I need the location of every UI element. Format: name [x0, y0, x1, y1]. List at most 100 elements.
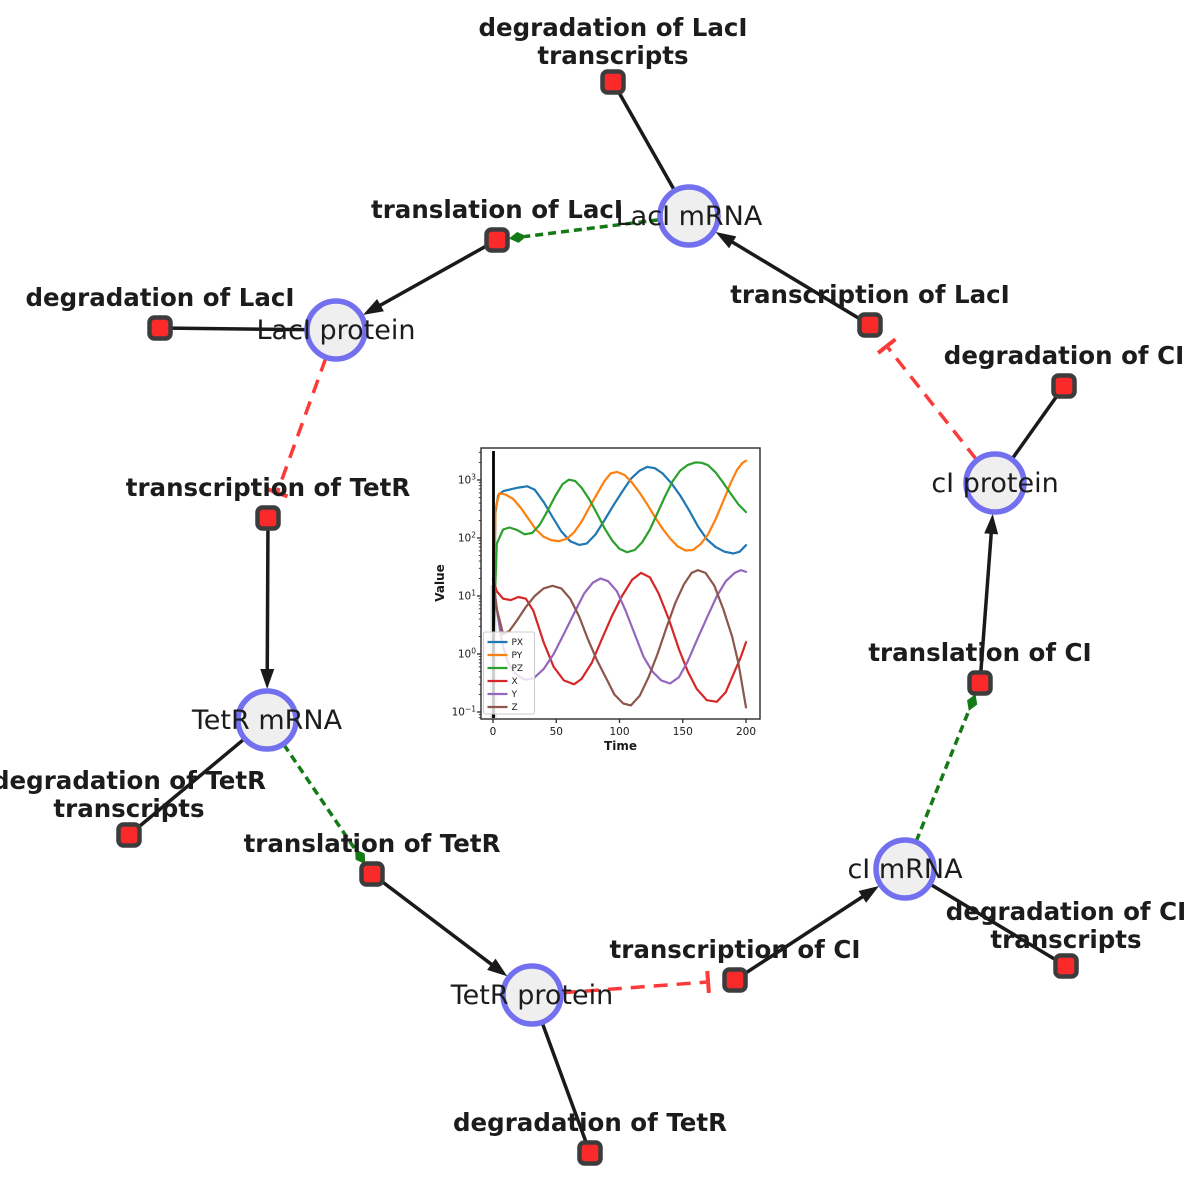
edge-laci_mrna-tl_laci [524, 217, 660, 239]
species-node-laci_mrna[interactable] [657, 184, 721, 248]
reaction-node-deg_tetr_tx[interactable] [116, 822, 142, 848]
reaction-node-deg_ci_tx[interactable] [1053, 953, 1079, 979]
chart-y-axis-label: Value [433, 564, 447, 602]
x-tick-label: 150 [673, 726, 693, 738]
arrowhead-icon [858, 885, 880, 903]
reaction-node-tr_ci[interactable] [722, 967, 748, 993]
legend-box [483, 631, 535, 715]
edges-layer [127, 81, 1067, 1154]
inhibition-tee-icon [266, 486, 289, 499]
reaction-label-tl_ci: translation of CI [868, 638, 1091, 667]
species-node-ci_mrna[interactable] [873, 837, 937, 901]
edge-tr_tetr-tetr_mrna [265, 517, 270, 678]
edge-tetr_mrna-deg_tetr_tx [127, 737, 246, 837]
edge-ci_protein-tr_laci [886, 346, 978, 461]
reaction-node-deg_tetr[interactable] [577, 1140, 603, 1166]
reaction-label-deg_ci: degradation of CI [944, 341, 1184, 370]
inhibition-tee-icon [876, 337, 897, 355]
reaction-label-tl_tetr: translation of TetR [244, 829, 501, 858]
edge-laci_protein-tr_tetr [276, 357, 328, 492]
y-tick-label: 10−1 [452, 705, 477, 719]
edge-laci_protein-deg_laci [159, 326, 307, 332]
reaction-node-tl_laci[interactable] [484, 227, 510, 253]
arrowhead-icon [260, 668, 275, 690]
legend-entry-Z: Z [512, 703, 518, 713]
chart-axes-box [480, 447, 761, 720]
edge-ci_protein-deg_ci [1010, 384, 1066, 460]
edge-tl_tetr-tetr_protein [370, 872, 499, 971]
reaction-label-deg_tetr_tx: transcripts [53, 794, 204, 823]
legend-entry-PX: PX [512, 638, 524, 648]
x-tick-label: 100 [609, 726, 629, 738]
reaction-label-tr_tetr: transcription of TetR [126, 473, 411, 502]
species-label-tetr_mrna: TetR mRNA [191, 705, 343, 736]
edge-tetr_mrna-tl_tetr [282, 743, 358, 852]
edge-tetr_protein-deg_tetr [540, 1022, 592, 1154]
legend-entry-X: X [512, 677, 518, 687]
species-node-tetr_protein[interactable] [500, 963, 564, 1027]
species-label-ci_protein: cI protein [931, 468, 1058, 499]
reaction-label-deg_laci_tx: transcripts [537, 41, 688, 70]
y-tick-label: 100 [458, 647, 476, 661]
reaction-node-tr_tetr[interactable] [255, 505, 281, 531]
nodes-layer [116, 69, 1079, 1166]
legend-entry-PZ: PZ [512, 664, 524, 674]
x-tick-label: 200 [736, 726, 756, 738]
reaction-node-tl_tetr[interactable] [359, 861, 385, 887]
reaction-label-deg_laci: degradation of LacI [25, 283, 294, 312]
modifier-diamond-icon [967, 694, 978, 711]
x-tick-label: 50 [550, 726, 563, 738]
reaction-node-tr_laci[interactable] [857, 312, 883, 338]
inhibition-tee-icon [705, 970, 711, 994]
reaction-label-deg_tetr_tx: degradation of TetR [0, 766, 266, 795]
modifier-diamond-icon [355, 849, 366, 865]
arrowhead-icon [363, 299, 384, 315]
edge-ci_mrna-deg_ci_tx [929, 882, 1067, 968]
reaction-label-deg_ci_tx: degradation of CI [946, 897, 1186, 926]
modifier-diamond-icon [508, 231, 527, 243]
series-line-PX [491, 465, 748, 656]
y-tick-label: 102 [458, 531, 476, 545]
reaction-label-tr_laci: transcription of LacI [730, 280, 1010, 309]
edge-tl_laci-laci_protein [372, 238, 498, 311]
series-line-X [491, 571, 748, 703]
labels-layer: degradation of LacItranscriptstranscript… [0, 13, 1186, 1137]
species-label-laci_mrna: LacI mRNA [616, 201, 763, 232]
species-node-laci_protein[interactable] [304, 298, 368, 362]
reaction-label-tr_ci: transcription of CI [610, 935, 861, 964]
inset-chart: 0 50 100 150 20010−1100101102103TimeValuePXP… [433, 447, 761, 753]
edge-tl_ci-ci_protein [978, 525, 994, 684]
edge-tr_laci-laci_mrna [724, 236, 871, 327]
reaction-label-tl_laci: translation of LacI [371, 195, 623, 224]
species-label-laci_protein: LacI protein [257, 315, 416, 346]
edge-tr_ci-ci_mrna [734, 891, 870, 982]
series-line-Z [491, 569, 748, 709]
arrowhead-icon [984, 513, 999, 535]
arrowhead-icon [487, 958, 508, 977]
series-line-PZ [491, 461, 748, 656]
species-label-tetr_protein: TetR protein [450, 980, 613, 1011]
reaction-node-deg_laci_tx[interactable] [600, 69, 626, 95]
reaction-node-deg_laci[interactable] [147, 315, 173, 341]
chart-legend: PX PY PZ XYZ [483, 631, 535, 715]
y-tick-label: 101 [458, 589, 476, 603]
species-node-ci_protein[interactable] [963, 451, 1027, 515]
x-tick-label: 0 [490, 726, 497, 738]
reaction-label-deg_laci_tx: degradation of LacI [478, 13, 747, 42]
chart-x-axis-label: Time [604, 739, 637, 753]
edge-laci_mrna-deg_laci_tx [611, 81, 676, 191]
reaction-label-deg_ci_tx: transcripts [990, 925, 1141, 954]
reaction-label-deg_tetr: degradation of TetR [453, 1108, 727, 1137]
species-node-tetr_mrna[interactable] [235, 688, 299, 752]
reaction-node-deg_ci[interactable] [1051, 373, 1077, 399]
series-line-PY [491, 459, 748, 656]
reaction-node-tl_ci[interactable] [967, 670, 993, 696]
legend-entry-PY: PY [512, 651, 523, 661]
arrowhead-icon [715, 231, 737, 249]
legend-entry-Y: Y [511, 690, 518, 700]
edge-ci_mrna-tl_ci [914, 708, 972, 842]
species-label-ci_mrna: cI mRNA [847, 854, 963, 885]
y-tick-label: 103 [458, 473, 476, 487]
